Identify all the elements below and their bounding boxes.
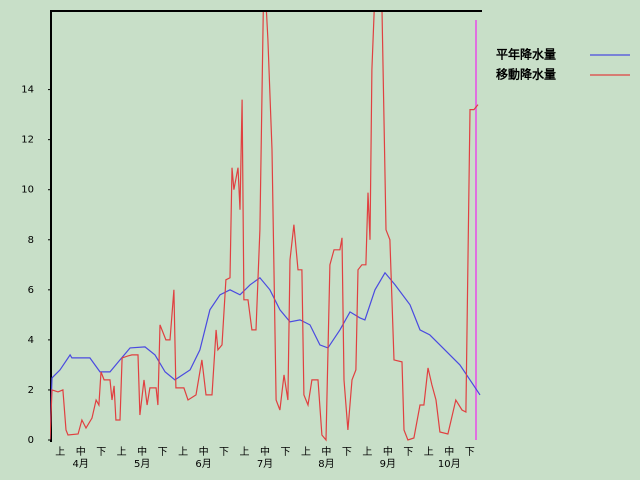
month-label: 7月 [257, 458, 273, 470]
y-tick-label: 0 [28, 435, 34, 446]
x-tick-label: 下 [465, 447, 475, 458]
month-label: 8月 [318, 458, 334, 470]
x-tick-label: 上 [424, 446, 434, 458]
x-tick-label: 上 [362, 446, 372, 458]
y-tick-label: 8 [28, 235, 34, 246]
month-label: 4月 [73, 458, 89, 470]
month-label: 10月 [438, 458, 461, 470]
y-tick-label: 10 [21, 185, 34, 196]
legend-label: 移動降水量 [496, 67, 556, 82]
month-label: 5月 [134, 458, 150, 470]
series-line [50, 12, 479, 442]
y-tick-label: 6 [28, 285, 34, 296]
plot-area [50, 12, 481, 442]
x-tick-label: 上 [117, 446, 127, 458]
y-tick-label: 14 [21, 85, 34, 96]
x-tick-label: 下 [96, 447, 106, 458]
month-label: 6月 [195, 458, 211, 470]
x-tick-label: 下 [280, 447, 290, 458]
x-tick-label: 中 [260, 445, 270, 458]
x-tick-label: 中 [199, 445, 209, 458]
x-tick-label: 上 [301, 446, 311, 458]
x-tick-label: 中 [383, 445, 393, 458]
x-tick-label: 上 [178, 446, 188, 458]
x-tick-label: 下 [403, 447, 413, 458]
month-label: 9月 [380, 458, 396, 470]
y-tick-label: 12 [21, 135, 34, 146]
x-tick-label: 上 [55, 446, 65, 458]
legend-label: 平年降水量 [496, 47, 556, 62]
x-tick-label: 下 [219, 447, 229, 458]
x-tick-label: 中 [137, 445, 147, 458]
x-tick-label: 中 [76, 445, 86, 458]
x-tick-label: 下 [342, 447, 352, 458]
series-line [50, 271, 481, 441]
x-tick-label: 上 [240, 446, 250, 458]
x-tick-label: 中 [444, 445, 454, 458]
y-tick-label: 2 [28, 385, 34, 396]
x-tick-label: 中 [321, 445, 331, 458]
x-tick-label: 下 [158, 447, 168, 458]
y-tick-label: 4 [28, 335, 34, 346]
